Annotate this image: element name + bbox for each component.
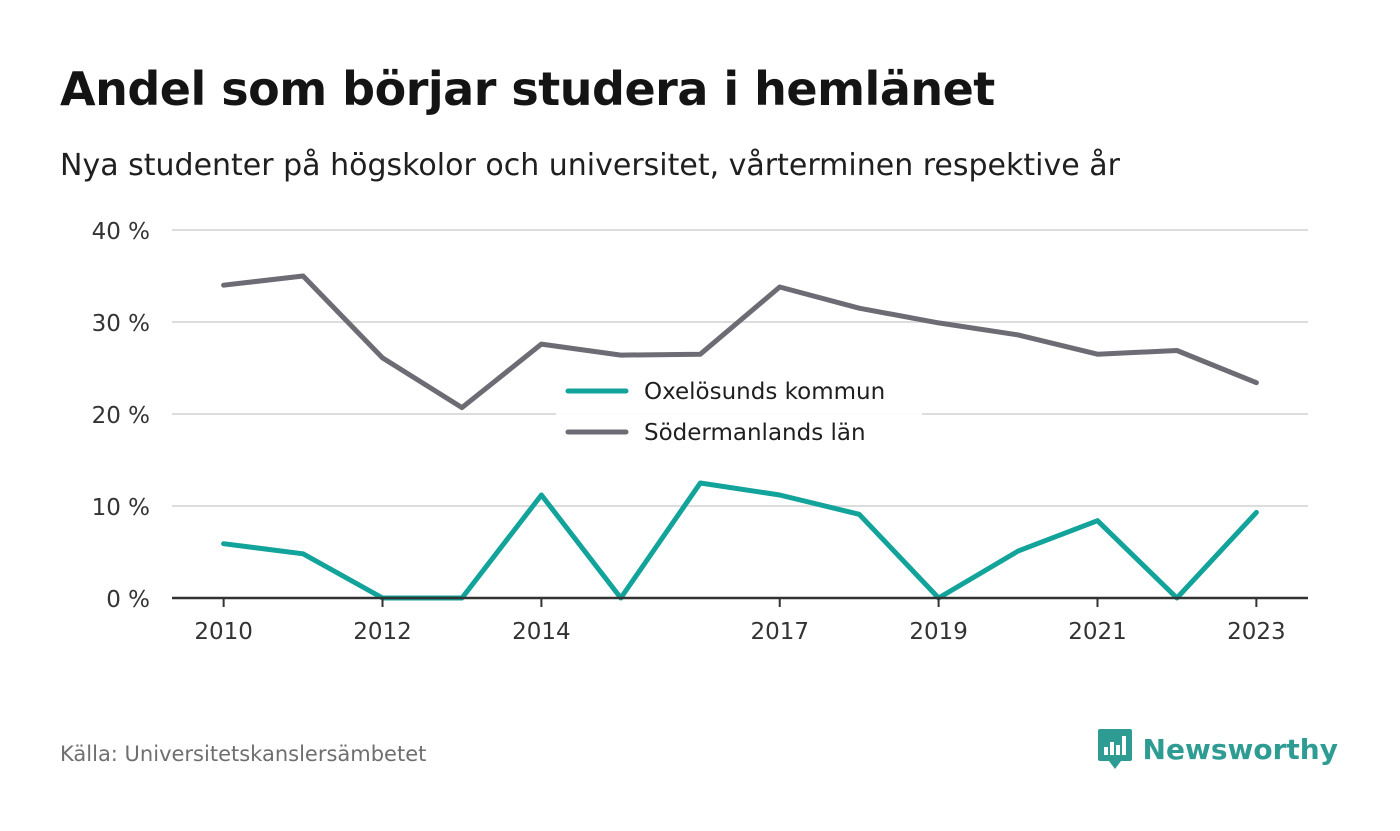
series-line-1: [221, 480, 1259, 601]
legend-background: [556, 370, 922, 452]
newsworthy-logo-text: Newsworthy: [1142, 732, 1338, 766]
newsworthy-logo-icon: [1097, 729, 1132, 769]
newsworthy-logo: Newsworthy: [1097, 728, 1338, 770]
source-note: Källa: Universitetskanslersämbetet: [60, 742, 427, 766]
x-tick-label: 2021: [1068, 619, 1127, 645]
line-chart: 0 % 10 % 20 % 30 % 40 % 2010 2012 2014 2017 2019…: [92, 219, 1308, 645]
series-line-2: [221, 273, 1259, 411]
y-tick-label: 30 %: [92, 311, 150, 337]
legend-label: Södermanlands län: [644, 420, 866, 446]
x-tick-label: 2014: [512, 619, 571, 645]
grid-layer: [172, 229, 1308, 507]
x-tick-label: 2010: [194, 619, 253, 645]
x-tick-label: 2023: [1227, 619, 1286, 645]
chart-title: Andel som börjar studera i hemlänet: [60, 62, 995, 116]
y-tick-label: 0 %: [106, 587, 150, 613]
y-tick-label: 20 %: [92, 403, 150, 429]
legend: Oxelösunds kommun Södermanlands län: [556, 370, 922, 452]
x-tick-label: 2019: [909, 619, 968, 645]
chart-subtitle: Nya studenter på högskolor och universit…: [60, 148, 1120, 183]
x-axis: 2010 2012 2014 2017 2019 2021 2023: [172, 596, 1308, 645]
x-tick-label: 2012: [353, 619, 412, 645]
y-tick-label: 10 %: [92, 495, 150, 521]
y-tick-label: 40 %: [92, 219, 150, 245]
y-axis-labels: 0 % 10 % 20 % 30 % 40 %: [92, 219, 150, 613]
x-tick-label: 2017: [750, 619, 809, 645]
legend-label: Oxelösunds kommun: [644, 379, 885, 405]
